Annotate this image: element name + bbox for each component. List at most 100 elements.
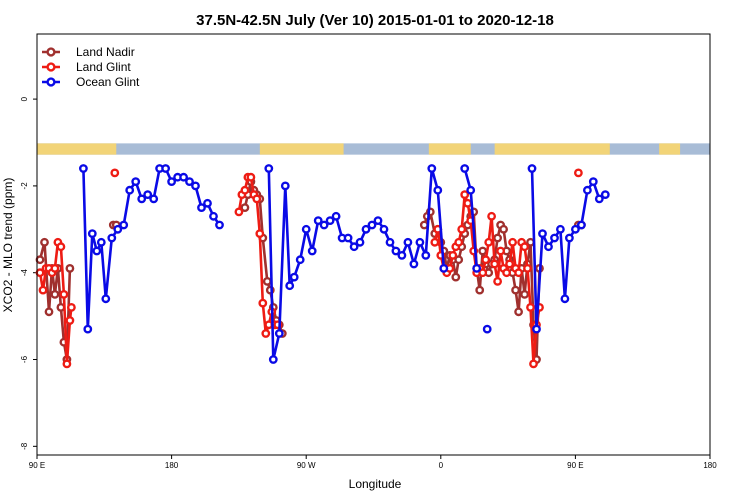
- data-point: [430, 237, 440, 247]
- data-point: [119, 220, 129, 230]
- legend-item: Land Glint: [42, 60, 131, 74]
- x-tick-label: 180: [165, 461, 179, 470]
- data-point: [427, 164, 437, 173]
- data-point: [255, 229, 265, 239]
- data-point: [439, 263, 449, 273]
- data-point: [448, 250, 458, 260]
- data-point: [67, 302, 76, 312]
- data-point: [40, 237, 49, 247]
- legend-label: Ocean Glint: [76, 75, 140, 89]
- data-point: [478, 268, 488, 278]
- data-point: [87, 229, 97, 239]
- x-tick-label: 90 E: [567, 461, 583, 470]
- y-tick-label: -6: [20, 355, 29, 363]
- data-point: [560, 294, 570, 304]
- data-point: [373, 216, 383, 226]
- data-point: [556, 224, 565, 234]
- land-strip-segment: [259, 143, 344, 155]
- y-tick-label: -4: [20, 269, 29, 277]
- data-point: [167, 177, 177, 187]
- data-point: [505, 259, 514, 269]
- data-point: [514, 268, 523, 278]
- data-point: [415, 237, 425, 247]
- data-point: [285, 281, 295, 291]
- data-point: [191, 181, 200, 191]
- data-point: [526, 302, 535, 312]
- data-point: [421, 250, 431, 260]
- data-point: [550, 233, 559, 243]
- data-point: [107, 233, 117, 243]
- data-point: [523, 263, 532, 273]
- data-point: [493, 276, 502, 286]
- x-tick-label: 180: [703, 461, 717, 470]
- data-point: [343, 233, 353, 243]
- y-axis-label: XCO2 - MLO trend (ppm): [1, 178, 15, 313]
- data-point: [44, 307, 54, 317]
- x-tick-label: 0: [439, 461, 444, 470]
- data-point: [379, 224, 389, 234]
- data-point: [487, 211, 496, 221]
- data-point: [65, 316, 75, 325]
- data-point: [264, 164, 274, 173]
- data-point: [301, 224, 311, 234]
- data-point: [361, 224, 371, 234]
- data-point: [460, 190, 470, 200]
- plot-frame: [36, 33, 711, 456]
- data-point: [197, 203, 206, 213]
- data-point: [137, 194, 147, 204]
- data-point: [83, 324, 93, 334]
- data-point: [313, 216, 323, 226]
- data-point: [113, 224, 123, 234]
- y-tick-label: -2: [20, 182, 29, 190]
- data-point: [246, 172, 256, 182]
- data-point: [209, 211, 218, 221]
- data-point: [331, 211, 341, 221]
- data-point: [240, 203, 250, 213]
- data-point: [457, 224, 467, 234]
- land-strip-segment: [659, 143, 681, 155]
- data-point: [532, 324, 541, 334]
- data-point: [451, 272, 461, 282]
- data-point: [307, 246, 317, 256]
- legend-marker: [46, 47, 56, 57]
- data-point: [325, 216, 335, 226]
- data-point: [391, 246, 401, 256]
- data-point: [511, 285, 520, 295]
- data-point: [131, 177, 141, 187]
- data-point: [50, 289, 60, 299]
- data-point: [59, 289, 69, 299]
- land-strip-segment: [428, 143, 471, 155]
- land-strip-segment: [494, 143, 610, 155]
- data-point: [588, 177, 598, 187]
- data-point: [234, 207, 244, 217]
- data-point: [385, 237, 395, 247]
- data-point: [433, 185, 443, 195]
- data-point: [454, 237, 464, 247]
- data-point: [600, 190, 610, 200]
- data-point: [185, 177, 194, 187]
- data-point: [56, 242, 66, 252]
- legend-label: Land Nadir: [76, 45, 135, 59]
- data-point: [280, 181, 290, 191]
- y-tick-label: 0: [20, 96, 29, 101]
- data-point: [574, 168, 583, 178]
- data-point: [203, 198, 212, 208]
- legend-label: Land Glint: [76, 60, 131, 74]
- data-point: [179, 172, 189, 182]
- data-point: [38, 285, 48, 295]
- data-point: [514, 307, 523, 317]
- data-point: [161, 164, 171, 173]
- data-point: [571, 224, 580, 234]
- land-strip-segment: [37, 143, 117, 155]
- data-point: [475, 285, 485, 295]
- data-point: [538, 229, 547, 239]
- data-point: [403, 237, 413, 247]
- data-point: [527, 164, 537, 173]
- data-point: [261, 329, 271, 338]
- data-point: [101, 294, 111, 304]
- data-point: [482, 324, 492, 334]
- data-point: [149, 194, 159, 204]
- series-ocean-glint: [79, 164, 610, 364]
- data-point: [355, 237, 365, 247]
